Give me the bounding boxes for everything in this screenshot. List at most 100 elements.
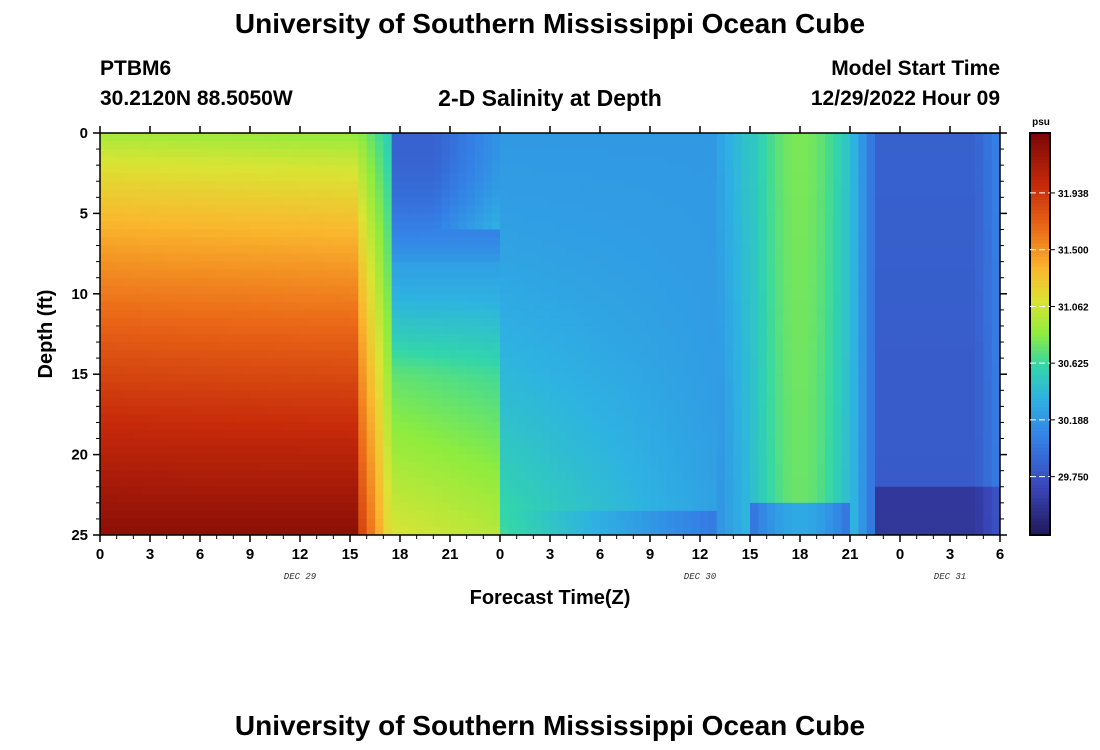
heatmap-cell bbox=[400, 189, 409, 198]
heatmap-cell bbox=[200, 157, 209, 166]
heatmap-cell bbox=[183, 494, 193, 504]
heatmap-cell bbox=[475, 478, 484, 488]
heatmap-cell bbox=[658, 518, 668, 528]
heatmap-cell bbox=[183, 502, 193, 512]
heatmap-cell bbox=[558, 205, 568, 214]
heatmap-cell bbox=[550, 277, 559, 287]
heatmap-cell bbox=[641, 422, 651, 431]
heatmap-cell bbox=[866, 422, 876, 431]
heatmap-cell bbox=[866, 229, 876, 239]
heatmap-cell bbox=[441, 366, 451, 375]
heatmap-cell bbox=[341, 181, 351, 190]
heatmap-cell bbox=[408, 494, 418, 504]
heatmap-cell bbox=[725, 165, 734, 174]
heatmap-cell bbox=[325, 261, 334, 271]
heatmap-cell bbox=[441, 197, 451, 206]
heatmap-cell bbox=[175, 301, 184, 311]
heatmap-cell bbox=[450, 189, 459, 198]
heatmap-cell bbox=[308, 526, 318, 536]
heatmap-cell bbox=[891, 237, 901, 247]
heatmap-cell bbox=[425, 237, 434, 247]
heatmap-cell bbox=[191, 462, 201, 472]
heatmap-cell bbox=[400, 390, 409, 399]
heatmap-cell bbox=[725, 358, 734, 367]
heatmap-cell bbox=[141, 462, 151, 472]
heatmap-cell bbox=[750, 189, 759, 198]
heatmap-cell bbox=[650, 229, 659, 239]
heatmap-cell bbox=[100, 350, 109, 359]
heatmap-cell bbox=[825, 189, 834, 198]
heatmap-cell bbox=[733, 350, 743, 359]
heatmap-cell bbox=[866, 253, 876, 263]
heatmap-cell bbox=[916, 430, 926, 440]
heatmap-cell bbox=[458, 309, 468, 319]
heatmap-cell bbox=[508, 253, 518, 263]
heatmap-cell bbox=[458, 237, 468, 247]
heatmap-cell bbox=[566, 518, 576, 528]
heatmap-cell bbox=[358, 325, 368, 335]
heatmap-cell bbox=[183, 173, 193, 182]
heatmap-cell bbox=[908, 237, 918, 247]
heatmap-cell bbox=[341, 173, 351, 182]
heatmap-cell bbox=[575, 382, 584, 391]
heatmap-cell bbox=[775, 398, 784, 407]
heatmap-cell bbox=[508, 526, 518, 536]
heatmap-cell bbox=[541, 358, 551, 367]
heatmap-cell bbox=[758, 478, 768, 488]
heatmap-cell bbox=[508, 454, 518, 464]
heatmap-cell bbox=[675, 526, 684, 536]
heatmap-cell bbox=[358, 366, 368, 375]
heatmap-cell bbox=[741, 366, 751, 375]
heatmap-cell bbox=[466, 414, 476, 423]
heatmap-cell bbox=[466, 221, 476, 230]
heatmap-cell bbox=[550, 205, 559, 214]
heatmap-cell bbox=[691, 213, 701, 222]
heatmap-cell bbox=[516, 293, 526, 303]
heatmap-cell bbox=[875, 277, 884, 287]
heatmap-cell bbox=[566, 173, 576, 182]
heatmap-cell bbox=[441, 237, 451, 247]
heatmap-cell bbox=[558, 342, 568, 351]
heatmap-cell bbox=[591, 221, 601, 230]
heatmap-cell bbox=[658, 454, 668, 464]
heatmap-cell bbox=[516, 181, 526, 190]
heatmap-cell bbox=[825, 221, 834, 230]
heatmap-cell bbox=[208, 454, 218, 464]
heatmap-cell bbox=[816, 285, 826, 295]
heatmap-cell bbox=[791, 149, 801, 158]
heatmap-cell bbox=[725, 213, 734, 222]
heatmap-cell bbox=[316, 446, 326, 456]
heatmap-cell bbox=[133, 205, 143, 214]
heatmap-cell bbox=[491, 446, 501, 456]
heatmap-cell bbox=[833, 358, 843, 367]
heatmap-cell bbox=[425, 502, 434, 512]
heatmap-cell bbox=[716, 285, 726, 295]
heatmap-cell bbox=[658, 374, 668, 383]
heatmap-cell bbox=[633, 350, 643, 359]
heatmap-cell bbox=[808, 486, 818, 496]
heatmap-cell bbox=[508, 285, 518, 295]
heatmap-cell bbox=[341, 325, 351, 335]
heatmap-cell bbox=[908, 366, 918, 375]
heatmap-cell bbox=[141, 494, 151, 504]
heatmap-cell bbox=[550, 325, 559, 335]
heatmap-cell bbox=[275, 398, 284, 407]
heatmap-cell bbox=[483, 181, 493, 190]
heatmap-cell bbox=[308, 189, 318, 198]
heatmap-cell bbox=[366, 342, 376, 351]
heatmap-cell bbox=[183, 518, 193, 528]
heatmap-cell bbox=[600, 181, 609, 190]
heatmap-cell bbox=[125, 494, 134, 504]
heatmap-cell bbox=[875, 454, 884, 464]
heatmap-cell bbox=[300, 518, 309, 528]
heatmap-cell bbox=[666, 325, 676, 335]
heatmap-cell bbox=[483, 237, 493, 247]
heatmap-cell bbox=[566, 350, 576, 359]
heatmap-cell bbox=[875, 390, 884, 399]
heatmap-cell bbox=[891, 261, 901, 271]
heatmap-cell bbox=[208, 406, 218, 415]
heatmap-cell bbox=[175, 334, 184, 343]
heatmap-cell bbox=[350, 325, 359, 335]
heatmap-cell bbox=[200, 317, 209, 327]
heatmap-cell bbox=[208, 205, 218, 214]
